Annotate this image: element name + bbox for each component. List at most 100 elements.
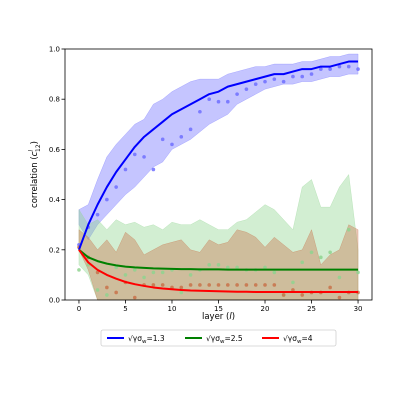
series-1-point	[160, 137, 165, 142]
series-1-point	[337, 64, 342, 69]
series-3-point	[253, 283, 258, 287]
series-1-point	[142, 155, 146, 159]
series-3-point	[291, 288, 295, 292]
series-1-point	[309, 72, 314, 76]
series-3-point	[207, 283, 211, 287]
series-1-point	[263, 79, 267, 84]
series-2-point	[123, 273, 128, 277]
series-1-point	[151, 167, 156, 172]
y-tick-label: 0.2	[49, 246, 60, 254]
y-axis-ticks: 0.0 0.2 0.4 0.6 0.8 1.0	[49, 46, 65, 305]
series-1-point	[281, 79, 286, 84]
series-2-point	[263, 265, 267, 270]
series-1-point	[114, 185, 118, 189]
series-3-point	[105, 285, 109, 290]
series-1-point	[95, 212, 100, 217]
series-2-point	[207, 263, 211, 267]
fitted-curves	[78, 60, 359, 293]
series-1-point	[253, 82, 258, 86]
series-1-line	[78, 60, 359, 251]
series-1-point	[132, 152, 137, 157]
series-2-point	[179, 290, 184, 295]
legend-label-1: √γσw=1.3	[128, 334, 165, 345]
series-3-point	[151, 283, 156, 287]
series-2-point	[151, 270, 156, 275]
series-3-point	[114, 290, 118, 295]
series-3-point	[244, 283, 249, 287]
y-tick-label: 0.0	[49, 297, 60, 305]
series-1-point	[346, 64, 351, 69]
series-1-point	[105, 197, 109, 202]
series-3-point	[337, 295, 342, 300]
series-2-point	[216, 263, 221, 267]
y-tick-label: 1.0	[49, 46, 60, 54]
series-2-point	[309, 250, 314, 255]
x-axis-label: layer (l)	[202, 312, 235, 322]
series-3-point	[132, 295, 137, 300]
y-tick-label: 0.4	[49, 196, 61, 204]
series-3-point	[235, 283, 239, 287]
series-3-line	[78, 249, 359, 293]
series-1-point	[123, 167, 128, 172]
y-tick-label: 0.8	[49, 96, 60, 104]
series-3-point	[188, 283, 193, 287]
y-tick-label: 0.6	[49, 146, 61, 154]
series-1-point	[328, 67, 332, 71]
x-axis-ticks: 0 5 10 15 20 25 30	[77, 300, 363, 313]
series-3-point	[328, 285, 332, 290]
series-3-point	[226, 283, 230, 287]
series-3-point	[263, 283, 267, 287]
series-2-point	[291, 280, 295, 285]
series-2-point	[272, 270, 277, 275]
series-2-point	[337, 275, 342, 280]
series-3-point	[179, 285, 184, 290]
series-2-point	[300, 260, 305, 265]
series-2-point	[235, 265, 239, 270]
series-2-point	[142, 275, 146, 280]
x-tick-label: 0	[77, 305, 81, 313]
series-2-point	[356, 270, 360, 275]
series-3-point	[272, 283, 277, 287]
series-2-point	[226, 265, 230, 270]
legend-box	[100, 329, 337, 347]
series-1-point	[300, 74, 305, 79]
series-1-point	[207, 97, 211, 101]
x-tick-label: 20	[261, 305, 270, 313]
series-2-point	[160, 270, 165, 275]
series-2-point	[105, 293, 109, 297]
series-1-point	[319, 67, 323, 71]
series-2-point	[188, 273, 193, 277]
x-tick-label: 30	[354, 305, 363, 313]
series-2-point	[77, 268, 81, 272]
x-tick-label: 15	[214, 305, 223, 313]
series-3-point	[160, 283, 165, 287]
series-1-point	[198, 109, 202, 114]
series-1-point	[170, 142, 174, 147]
x-tick-label: 5	[123, 305, 127, 313]
x-tick-label: 25	[307, 305, 316, 313]
series-2-point	[319, 255, 323, 260]
series-2-point	[95, 288, 100, 292]
series-3-point	[300, 293, 305, 297]
series-2-point	[132, 268, 137, 272]
series-1-point	[272, 77, 277, 81]
legend-label-3: √γσw=4	[283, 334, 313, 345]
series-1-point	[226, 99, 230, 104]
series-1-point	[216, 99, 221, 104]
series-2-point	[346, 227, 351, 232]
legend: √γσw=1.3 √γσw=2.5 √γσw=4	[100, 329, 337, 347]
series-2-point	[328, 250, 332, 255]
series-1-point	[356, 67, 360, 71]
series-3-point	[216, 283, 221, 287]
series-2-line	[78, 249, 359, 271]
series-3-point	[198, 283, 202, 287]
series-1-point	[291, 74, 295, 79]
x-tick-label: 10	[168, 305, 177, 313]
y-axis-label: correlation (cl12)	[28, 141, 42, 208]
legend-label-2: √γσw=2.5	[206, 334, 243, 345]
series-1-point	[244, 87, 249, 91]
series-1-point	[188, 127, 193, 132]
series-3-point	[281, 293, 286, 297]
series-1-point	[179, 135, 184, 139]
